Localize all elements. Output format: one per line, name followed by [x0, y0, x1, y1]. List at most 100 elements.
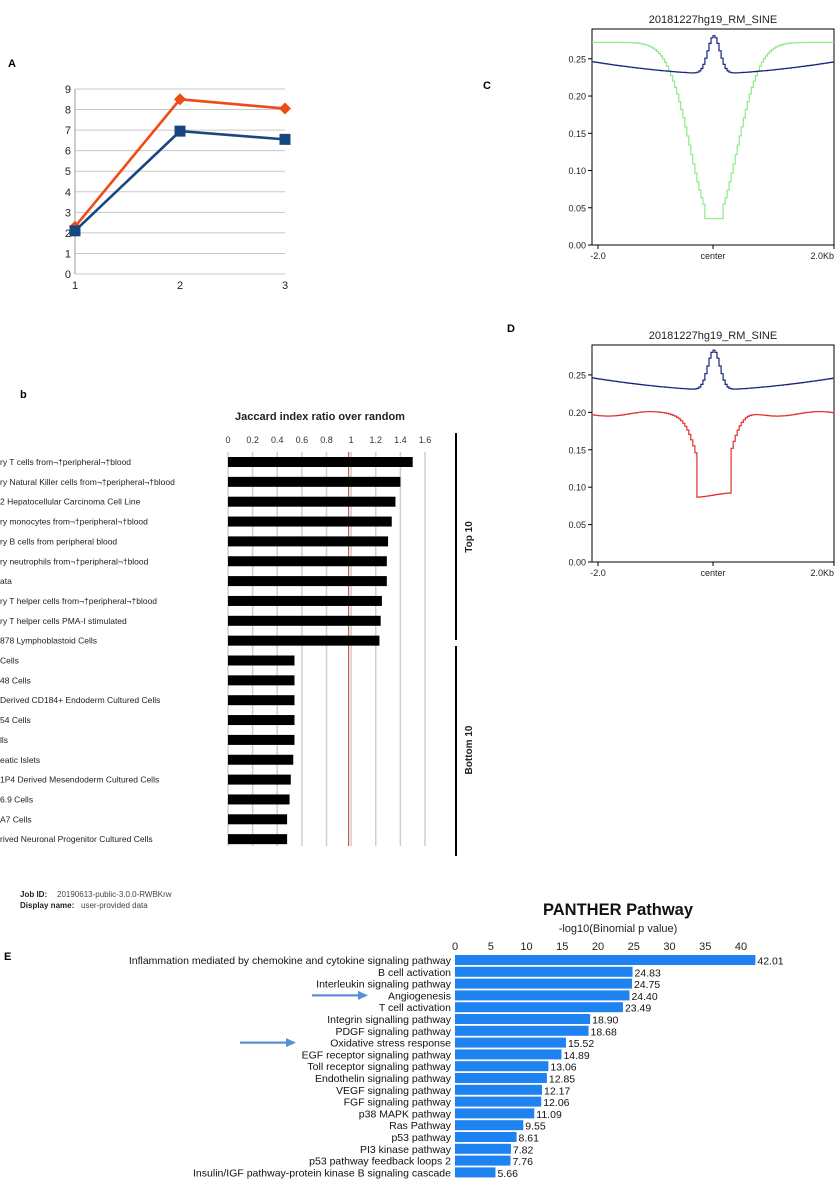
b-bar	[228, 734, 295, 745]
e-bar	[455, 1155, 511, 1166]
e-xtick-label: 0	[452, 941, 458, 953]
e-category-label: PDGF signaling pathway	[335, 1026, 451, 1038]
a-ytick-label: 8	[65, 105, 71, 117]
chart-e-panther-bars: PANTHER Pathway -log10(Binomial p value) 0…	[129, 901, 784, 1180]
e-value-label: 7.76	[512, 1156, 533, 1168]
e-title: PANTHER Pathway	[543, 901, 694, 919]
b-category-label: ry neutrophils from¬†peripheral¬†blood	[0, 556, 149, 566]
e-xlabel: -log10(Binomial p value)	[559, 923, 678, 935]
e-xtick-label: 20	[592, 941, 604, 953]
e-value-label: 18.90	[592, 1015, 618, 1027]
b-bar	[228, 695, 295, 706]
e-value-label: 5.66	[497, 1168, 518, 1180]
d-ytick-label: 0.10	[568, 483, 586, 493]
e-value-label: 24.40	[631, 991, 657, 1003]
e-bar	[455, 1096, 542, 1107]
b-xtick-label: 1.4	[394, 435, 407, 445]
e-bar	[455, 1132, 517, 1142]
b-category-label: Derived CD184+ Endoderm Cultured Cells	[0, 695, 160, 705]
e-bar	[455, 1014, 591, 1024]
e-bar	[455, 1037, 566, 1048]
c-xtick-label: 2.0Kb	[810, 251, 834, 261]
b-bar	[228, 476, 401, 487]
e-category-label: Endothelin signaling pathway	[315, 1073, 452, 1085]
e-xtick-label: 25	[628, 941, 640, 953]
e-value-label: 24.83	[635, 967, 661, 979]
a-point-square	[69, 225, 81, 237]
d-ytick-label: 0.05	[568, 520, 586, 530]
e-value-label: 12.85	[549, 1074, 575, 1086]
e-bar	[455, 1002, 623, 1013]
a-series-line	[74, 129, 286, 232]
e-value-label: 12.06	[543, 1097, 569, 1109]
b-display-name-label: Display name:	[20, 901, 74, 910]
b-job-id-label: Job ID:	[20, 890, 47, 899]
b-bar	[228, 496, 396, 507]
b-category-label: 48 Cells	[0, 675, 31, 685]
a-ytick-label: 9	[65, 84, 71, 96]
e-category-label: T cell activation	[379, 1002, 451, 1014]
e-category-label: Ras Pathway	[389, 1120, 452, 1132]
chart-c-profile: 20181227hg19_RM_SINE 0.00 0.05 0.10 0.15 0.20…	[568, 14, 835, 261]
a-ytick-label: 0	[65, 269, 71, 281]
e-bar	[455, 1061, 549, 1072]
b-category-label: A7 Cells	[0, 814, 32, 824]
c-profile-line	[592, 41, 834, 220]
b-category-label: ata	[0, 576, 12, 586]
e-category-label: p53 pathway	[391, 1132, 451, 1144]
e-value-label: 11.09	[536, 1109, 562, 1121]
e-value-label: 18.68	[591, 1026, 617, 1038]
e-bar	[455, 1025, 589, 1036]
b-xtick-label: 0.4	[271, 435, 284, 445]
e-value-label: 14.89	[563, 1050, 589, 1062]
b-category-label: ry T helper cells PMA-I stimulated	[0, 616, 127, 626]
b-bar	[228, 715, 295, 726]
e-value-label: 42.01	[757, 956, 783, 968]
c-title: 20181227hg19_RM_SINE	[649, 14, 777, 26]
e-xtick-label: 40	[735, 941, 747, 953]
c-plot-frame	[591, 28, 835, 246]
panel-a-label: A	[8, 58, 16, 70]
c-xtick-label: center	[700, 251, 725, 261]
e-value-label: 15.52	[568, 1038, 594, 1050]
e-category-label: EGF receptor signaling pathway	[302, 1049, 452, 1061]
e-bar	[455, 1049, 562, 1060]
c-profile-line	[592, 35, 835, 74]
e-bar	[455, 990, 630, 1001]
d-ytick-label: 0.25	[568, 370, 586, 380]
a-ytick-label: 6	[65, 146, 71, 158]
b-job-id-value: 20190613-public-3.0.0-RWBKrw	[57, 890, 172, 899]
d-xtick-label: center	[700, 568, 725, 578]
chart-d-profile: 20181227hg19_RM_SINE 0.00 0.05 0.10 0.15 0.20…	[568, 330, 835, 578]
e-xtick-label: 30	[663, 941, 675, 953]
b-bar	[228, 834, 288, 845]
e-pointer-arrow-head	[286, 1038, 296, 1048]
a-point-square	[279, 133, 291, 145]
e-category-label: Toll receptor signaling pathway	[307, 1061, 451, 1073]
b-category-label: ry B cells from peripheral blood	[0, 536, 117, 546]
b-bar	[228, 457, 413, 467]
e-value-label: 13.06	[550, 1062, 576, 1074]
b-bar	[228, 516, 392, 527]
e-bar	[455, 1108, 535, 1119]
c-xtick-label: -2.0	[590, 251, 606, 261]
b-group-label-bottom: Bottom 10	[464, 725, 475, 774]
c-ytick-label: 0.20	[568, 92, 586, 102]
panel-e-label: E	[4, 951, 11, 963]
c-ytick-label: 0.15	[568, 129, 586, 139]
panel-c-label: C	[483, 80, 491, 92]
a-series-line	[73, 97, 286, 228]
b-category-label: ry T helper cells from¬†peripheral¬†bloo…	[0, 596, 157, 606]
d-plot-frame	[591, 344, 835, 563]
b-category-label: eatic Islets	[0, 755, 40, 765]
e-bar	[455, 1084, 543, 1095]
panel-b-label: b	[20, 389, 27, 401]
e-category-label: FGF signaling pathway	[344, 1097, 452, 1109]
a-point-diamond	[174, 93, 186, 106]
b-category-label: ry monocytes from¬†peripheral¬†blood	[0, 517, 148, 527]
a-ytick-label: 7	[65, 125, 71, 137]
panel-d-label: D	[507, 323, 515, 335]
e-category-label: Inflammation mediated by chemokine and c…	[129, 955, 452, 967]
e-category-label: Angiogenesis	[388, 990, 451, 1002]
